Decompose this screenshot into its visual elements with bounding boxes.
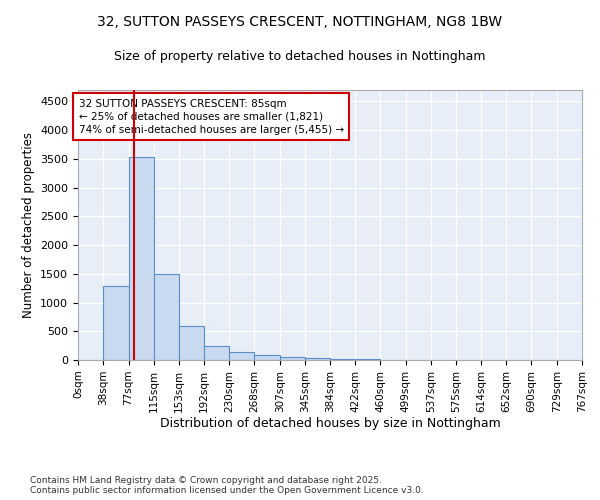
Text: 32 SUTTON PASSEYS CRESCENT: 85sqm
← 25% of detached houses are smaller (1,821)
7: 32 SUTTON PASSEYS CRESCENT: 85sqm ← 25% … <box>79 98 344 135</box>
Bar <box>154 274 179 360</box>
Text: 32, SUTTON PASSEYS CRESCENT, NOTTINGHAM, NG8 1BW: 32, SUTTON PASSEYS CRESCENT, NOTTINGHAM,… <box>97 15 503 29</box>
Bar <box>254 355 280 360</box>
Text: Contains HM Land Registry data © Crown copyright and database right 2025.
Contai: Contains HM Land Registry data © Crown c… <box>30 476 424 495</box>
Bar <box>331 359 355 360</box>
Bar <box>179 326 204 360</box>
Bar <box>128 157 154 360</box>
Y-axis label: Number of detached properties: Number of detached properties <box>22 132 35 318</box>
Bar <box>204 346 229 360</box>
Bar <box>229 352 254 360</box>
X-axis label: Distribution of detached houses by size in Nottingham: Distribution of detached houses by size … <box>160 418 500 430</box>
Bar <box>280 357 305 360</box>
Bar <box>305 358 331 360</box>
Bar <box>103 286 128 360</box>
Text: Size of property relative to detached houses in Nottingham: Size of property relative to detached ho… <box>114 50 486 63</box>
